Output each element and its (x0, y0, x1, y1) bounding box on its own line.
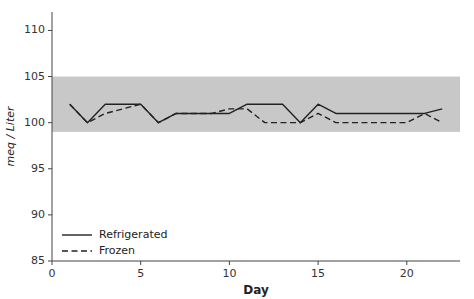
x-tick (52, 261, 53, 265)
x-tick-label: 20 (400, 267, 414, 280)
y-tick-label: 105 (24, 70, 45, 83)
x-tick-label: 5 (137, 267, 144, 280)
legend-label: Frozen (99, 244, 135, 257)
x-axis-label: Day (243, 283, 269, 297)
legend-label: Refrigerated (99, 228, 167, 241)
y-tick (48, 30, 52, 31)
legend-swatch (62, 234, 92, 235)
chart: 85 90 95 100 105 110 0 5 10 15 20 Day meq / Liter Ref… (0, 0, 474, 299)
shaded-band (52, 77, 460, 132)
x-tick-label: 15 (311, 267, 325, 280)
x-tick (406, 261, 407, 265)
y-tick-label: 110 (24, 23, 45, 36)
series-line (70, 104, 443, 122)
legend: Refrigerated Frozen (62, 228, 167, 257)
x-axis-line (52, 261, 460, 262)
plot-area (52, 77, 460, 132)
y-tick-label: 100 (24, 116, 45, 129)
y-tick (48, 76, 52, 77)
y-tick-label: 95 (31, 162, 45, 175)
y-tick (48, 168, 52, 169)
x-tick (229, 261, 230, 265)
x-tick-label: 0 (49, 267, 56, 280)
y-tick-label: 90 (31, 208, 45, 221)
x-tick (140, 261, 141, 265)
series-line (70, 104, 443, 122)
y-tick-label: 85 (31, 254, 45, 267)
y-axis-label: meq / Liter (4, 105, 17, 166)
x-tick-label: 10 (222, 267, 236, 280)
y-tick (48, 122, 52, 123)
y-tick (48, 261, 52, 262)
y-tick (48, 214, 52, 215)
x-tick (318, 261, 319, 265)
legend-swatch (62, 250, 92, 251)
y-axis-line (52, 12, 53, 261)
